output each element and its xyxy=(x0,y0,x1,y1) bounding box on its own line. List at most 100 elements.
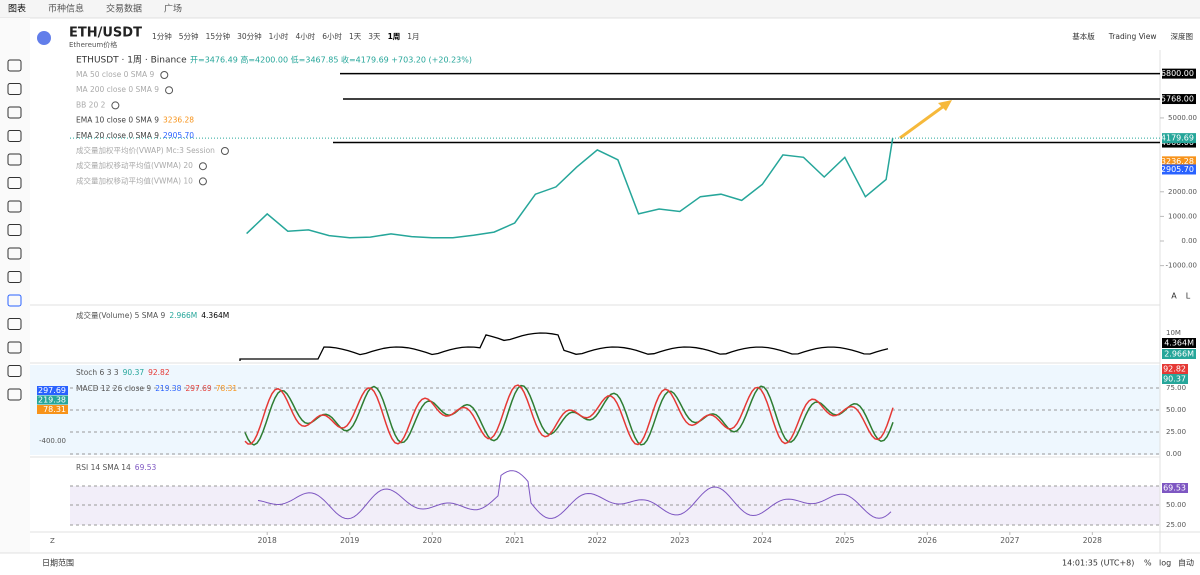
rsi-line xyxy=(257,470,892,520)
y-tick-label: 2000.00 xyxy=(1168,188,1197,196)
price-tag-label: 4179.69 xyxy=(1161,134,1194,143)
volume-axis: 10M xyxy=(1166,329,1181,337)
tool-icon[interactable] xyxy=(7,294,22,307)
arrow xyxy=(899,101,949,140)
view-option[interactable]: Trading View xyxy=(1108,32,1157,41)
indicator-label: EMA 20 close 0 SMA 9 xyxy=(76,131,159,140)
auto-button[interactable]: 自动 xyxy=(1178,558,1194,568)
stoch-value: 92.82 xyxy=(148,368,170,377)
top-tab[interactable]: 币种信息 xyxy=(48,3,84,15)
indicator-value: 2905.70 xyxy=(163,131,194,140)
eye-icon[interactable] xyxy=(198,162,207,171)
scale-button[interactable]: A xyxy=(1171,292,1177,301)
eth-icon xyxy=(37,31,51,45)
x-tick-label: 2023 xyxy=(670,536,689,545)
tool-icon[interactable] xyxy=(7,224,22,236)
top-tab[interactable]: 图表 xyxy=(8,3,26,15)
level-tag xyxy=(1162,94,1196,105)
x-tick-label: 2027 xyxy=(1000,536,1019,545)
interval[interactable]: 3天 xyxy=(368,32,381,41)
tool-icon[interactable] xyxy=(7,83,22,95)
interval[interactable]: 6小时 xyxy=(322,31,342,41)
tool-icon[interactable] xyxy=(7,341,22,354)
stoch-line xyxy=(244,384,894,446)
y-tick-label: 5000.00 xyxy=(1168,114,1197,122)
x-tick-label: 2022 xyxy=(588,536,607,545)
indicator-value: 3236.28 xyxy=(163,116,194,125)
clock: 14:01:35 (UTC+8) xyxy=(1062,559,1134,568)
tool-icon[interactable] xyxy=(7,153,22,166)
x-tick-label: 2025 xyxy=(835,536,854,545)
stoch-value: 90.37 xyxy=(123,368,145,377)
top-tab[interactable]: 广场 xyxy=(164,3,182,15)
indicator-label: EMA 10 close 0 SMA 9 xyxy=(76,116,159,125)
price-tag xyxy=(1162,156,1196,167)
eye-icon[interactable] xyxy=(165,86,174,95)
y-tick-label: 0.00 xyxy=(1181,237,1197,245)
stoch-label: Stoch 6 3 3 xyxy=(76,368,119,377)
stoch-tag xyxy=(1162,364,1188,374)
scale-button[interactable]: L xyxy=(1186,292,1191,301)
tool-icon[interactable] xyxy=(7,130,22,142)
tool-icon[interactable] xyxy=(7,388,22,401)
interval[interactable]: 1天 xyxy=(349,32,362,41)
interval[interactable]: 4小时 xyxy=(295,31,315,41)
stoch-tag-label: 90.37 xyxy=(1163,375,1186,384)
eye-icon[interactable] xyxy=(198,177,207,186)
level-label: 5768.00 xyxy=(1161,95,1194,104)
legend-ohlc: 开=3476.49 高=4200.00 低=3467.85 收=4179.69 … xyxy=(190,55,472,65)
price-tag xyxy=(1162,133,1196,144)
osc-axis-label: 50.00 xyxy=(1166,406,1186,414)
log-button[interactable]: log xyxy=(1159,559,1171,568)
eye-icon[interactable] xyxy=(220,147,229,155)
tool-icon[interactable] xyxy=(7,200,22,213)
x-tick-label: 2021 xyxy=(505,536,524,545)
volume-tag xyxy=(1162,349,1196,359)
macd-tag-label: 219.38 xyxy=(38,396,66,405)
price-tag-label: 2905.70 xyxy=(1161,165,1194,174)
view-option[interactable]: 深度图 xyxy=(1171,31,1194,41)
volume-tag-label: 4.364M xyxy=(1164,339,1194,348)
indicator-label: MA 200 close 0 SMA 9 xyxy=(76,85,159,94)
osc-axis-label: 25.00 xyxy=(1166,428,1186,436)
tool-icon[interactable] xyxy=(7,247,22,260)
rsi-axis-label: 25.00 xyxy=(1166,521,1186,529)
top-tab[interactable]: 交易数据 xyxy=(106,3,142,15)
interval[interactable]: 1周 xyxy=(388,32,401,41)
level-label: 6800.00 xyxy=(1161,69,1194,78)
tool-icon[interactable] xyxy=(7,271,22,283)
date-range[interactable]: 日期范围 xyxy=(42,558,74,568)
view-option[interactable]: 基本版 xyxy=(1072,31,1095,41)
interval[interactable]: 30分钟 xyxy=(237,31,262,41)
percent-button[interactable]: % xyxy=(1144,559,1152,568)
interval[interactable]: 1月 xyxy=(407,32,419,41)
left-toolbar xyxy=(0,18,30,553)
tool-icon[interactable] xyxy=(7,106,22,119)
x-tick-label: 2019 xyxy=(340,536,359,545)
indicator-label: BB 20 2 xyxy=(76,100,106,109)
interval[interactable]: 1分钟 xyxy=(152,31,172,41)
macd-axis: -400.00 xyxy=(39,437,66,445)
eye-icon[interactable] xyxy=(111,101,120,110)
tool-icon[interactable] xyxy=(7,59,22,72)
tool-icon[interactable] xyxy=(7,318,22,330)
interval[interactable]: 15分钟 xyxy=(206,31,231,41)
eye-icon[interactable] xyxy=(160,71,169,79)
tool-icon[interactable] xyxy=(7,177,22,189)
interval[interactable]: 5分钟 xyxy=(179,31,199,41)
osc-axis-label: 75.00 xyxy=(1166,384,1186,392)
macd-tag xyxy=(37,395,68,405)
tool-icon[interactable] xyxy=(7,365,22,377)
symbol[interactable]: ETH/USDT xyxy=(69,26,142,41)
arrow-head xyxy=(938,100,952,111)
indicator-label: 成交量加权移动平均值(VWMA) 10 xyxy=(76,175,193,185)
z-button[interactable]: Z xyxy=(50,537,55,545)
y-tick-label: 1000.00 xyxy=(1168,212,1197,220)
rsi-label: RSI 14 SMA 14 xyxy=(76,463,131,472)
rsi-tag-label: 69.53 xyxy=(1163,484,1186,493)
volume-line xyxy=(239,332,889,361)
volume-tag xyxy=(1162,338,1196,348)
interval[interactable]: 1小时 xyxy=(269,31,289,41)
indicator-label: 成交量加权平均价(VWAP) Mc:3 Session xyxy=(76,145,215,155)
